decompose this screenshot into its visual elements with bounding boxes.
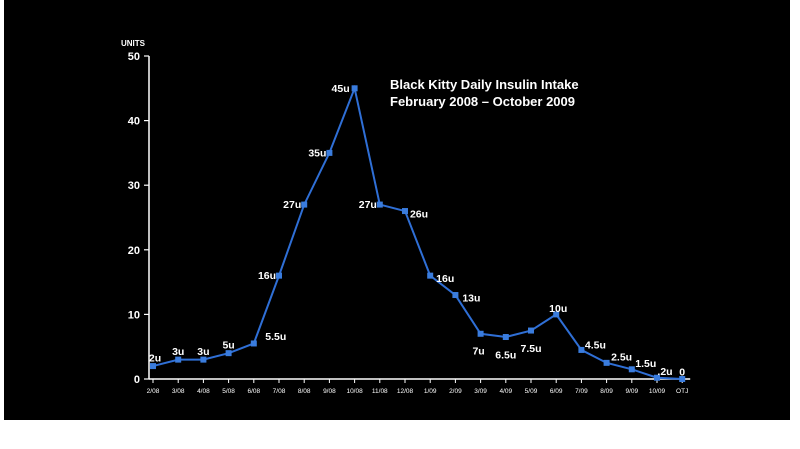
x-tick-label: 5/08 <box>222 388 235 395</box>
x-tick-label: 2/09 <box>449 388 462 395</box>
chart-frame: Black Kitty Daily Insulin Intake Februar… <box>4 0 790 420</box>
x-tick-label: 12/08 <box>397 388 414 395</box>
x-tick-label: 10/08 <box>346 388 363 395</box>
x-tick-label: 4/09 <box>499 388 512 395</box>
data-label: 27u <box>359 199 377 211</box>
series-polyline <box>152 84 683 380</box>
data-point-marker <box>351 85 358 92</box>
data-label: 3u <box>197 346 209 358</box>
data-label: 7u <box>472 345 484 357</box>
data-point-marker <box>452 292 459 299</box>
data-label: 16u <box>436 273 454 285</box>
data-label: 5.5u <box>265 331 286 343</box>
x-tick-label: 11/08 <box>372 388 388 395</box>
data-label: 4.5u <box>585 339 606 351</box>
data-point-marker <box>679 376 686 382</box>
y-axis-label: UNITS <box>121 39 146 48</box>
data-label: 0 <box>679 367 685 379</box>
data-label: 35u <box>308 147 326 159</box>
y-tick-label: 30 <box>128 180 140 192</box>
data-point-marker <box>603 359 610 366</box>
x-tick-label: 3/09 <box>474 388 487 395</box>
data-point-marker <box>301 201 308 208</box>
data-point-marker <box>477 330 484 337</box>
x-tick-label: 3/08 <box>172 388 185 395</box>
x-tick-label: 7/09 <box>575 388 588 395</box>
x-tick-label: 9/09 <box>625 388 638 395</box>
x-tick-label: 10/09 <box>649 388 666 395</box>
data-point-marker <box>150 363 156 370</box>
data-label: 2.5u <box>611 351 632 363</box>
x-tick-label: 7/08 <box>273 388 286 395</box>
y-tick-label: 50 <box>128 51 140 63</box>
chart-subtitle: February 2008 – October 2009 <box>390 94 575 109</box>
x-tick-label: 6/08 <box>247 388 260 395</box>
data-label: 27u <box>283 199 301 211</box>
insulin-line-chart: Black Kitty Daily Insulin Intake Februar… <box>121 39 691 395</box>
x-tick-label: 1/09 <box>424 388 437 395</box>
data-label: 3u <box>172 346 184 358</box>
data-point-marker <box>578 346 585 353</box>
x-tick-label: 5/09 <box>525 388 538 395</box>
data-point-marker <box>553 311 560 318</box>
data-point-marker <box>402 208 408 215</box>
data-label: .2u <box>657 366 672 378</box>
x-tick-label: 8/09 <box>600 388 613 395</box>
data-point-marker <box>528 327 534 334</box>
data-label: 7.5u <box>520 343 541 355</box>
y-tick-label: 20 <box>128 245 140 257</box>
data-point-marker <box>628 366 635 373</box>
data-point-marker <box>276 272 282 279</box>
data-point-marker <box>200 356 207 363</box>
data-label: 26u <box>410 209 428 221</box>
x-tick-label: 8/08 <box>298 388 311 395</box>
x-tick-label: 6/09 <box>550 388 563 395</box>
data-label: 5u <box>222 340 234 352</box>
x-tick-label: 4/08 <box>197 388 210 395</box>
y-tick-label: 10 <box>128 309 140 321</box>
data-point-marker <box>175 356 182 363</box>
data-label: 16u <box>258 270 276 282</box>
data-point-marker <box>502 334 509 341</box>
y-tick-label: 0 <box>134 374 140 386</box>
data-label: 10u <box>549 303 567 315</box>
data-labels: 2u 3u 3u 5u 5.5u 16u 27u 35u 45u 27u 26u 16u 13u 7u 6.… <box>149 83 685 379</box>
data-label: 45u <box>332 83 350 95</box>
data-label: 6.5u <box>495 350 516 362</box>
data-label: 1.5u <box>635 358 656 370</box>
y-tick-label: 40 <box>128 116 140 128</box>
data-point-marker <box>376 201 383 208</box>
x-tick-label: 2/08 <box>147 388 160 395</box>
axes: 0 10 20 30 40 50 2/08 3/08 4/08 5/08 6/08 7/08 8/08 9… <box>128 51 691 395</box>
data-point-marker <box>250 340 257 347</box>
data-label: 13u <box>462 293 480 305</box>
data-point-marker <box>225 350 232 357</box>
data-point-marker <box>654 374 660 381</box>
x-tick-label: OTJ <box>676 388 688 395</box>
chart-title: Black Kitty Daily Insulin Intake <box>390 77 579 92</box>
series-line <box>150 84 686 382</box>
data-point-marker <box>427 272 434 279</box>
data-label: 2u <box>149 353 161 365</box>
x-tick-label: 9/08 <box>323 388 336 395</box>
data-point-marker <box>326 149 333 156</box>
